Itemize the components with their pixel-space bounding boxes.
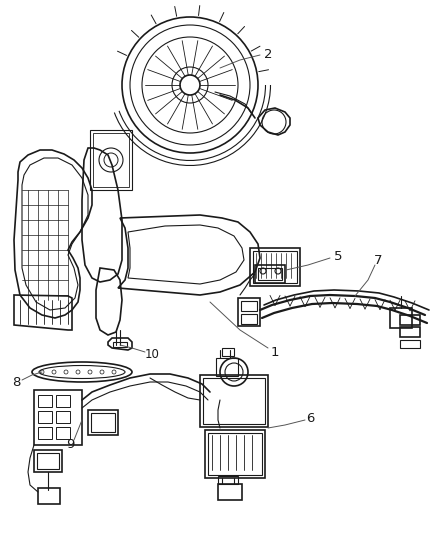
Text: 7: 7 (374, 254, 382, 266)
Bar (218, 484, 242, 500)
Bar (56, 395, 70, 407)
Text: 5: 5 (334, 249, 342, 262)
Bar (203, 378, 265, 424)
Bar (238, 298, 260, 326)
Text: 9: 9 (66, 439, 74, 451)
Bar (88, 410, 118, 435)
Bar (34, 450, 62, 472)
Bar (216, 358, 238, 376)
Bar (390, 308, 412, 328)
Bar (38, 488, 60, 504)
Bar (38, 411, 52, 423)
Bar (56, 427, 70, 439)
Bar (400, 315, 420, 325)
Text: 8: 8 (12, 376, 20, 390)
Text: 6: 6 (306, 411, 314, 424)
Bar (241, 301, 257, 311)
Bar (218, 476, 238, 484)
Bar (56, 411, 70, 423)
Bar (91, 413, 115, 432)
Bar (258, 268, 282, 280)
Text: 10: 10 (145, 348, 159, 360)
Bar (90, 130, 132, 190)
Bar (200, 375, 268, 427)
Bar (34, 390, 82, 445)
Bar (253, 251, 297, 283)
Bar (222, 348, 234, 356)
Bar (93, 133, 129, 187)
Bar (400, 327, 420, 337)
Bar (38, 395, 52, 407)
Bar (205, 430, 265, 478)
Bar (38, 427, 52, 439)
Bar (250, 248, 300, 286)
Bar (400, 340, 420, 348)
Text: 2: 2 (264, 47, 272, 61)
Bar (208, 433, 262, 475)
Bar (37, 453, 59, 469)
Text: 1: 1 (271, 345, 279, 359)
Bar (255, 265, 285, 283)
Bar (241, 314, 257, 324)
